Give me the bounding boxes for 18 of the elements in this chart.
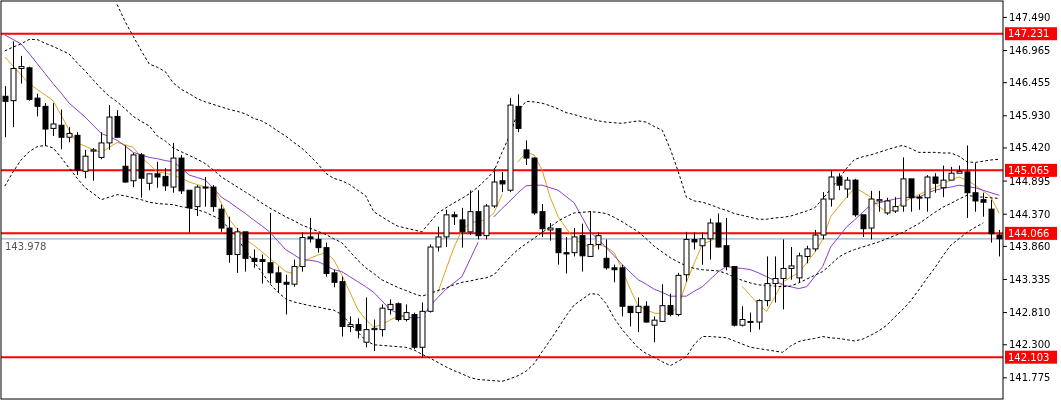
y-tick-label: 143.860 — [1009, 240, 1051, 252]
y-tick-label: 145.930 — [1009, 110, 1051, 122]
y-tick-label: 144.370 — [1009, 208, 1051, 220]
ref-line-label: 142.103 — [1008, 351, 1050, 363]
line-series — [116, 4, 1000, 233]
ref-line-label: 145.065 — [1008, 164, 1050, 176]
y-tick-label: 142.810 — [1009, 307, 1051, 319]
y-tick-label: 145.420 — [1009, 142, 1051, 154]
y-tick-label: 144.895 — [1009, 175, 1051, 187]
y-tick-label: 147.490 — [1009, 11, 1051, 23]
y-tick-label: 141.775 — [1009, 372, 1051, 384]
ref-line-label: 147.231 — [1008, 28, 1050, 40]
ref-line-label: 144.066 — [1008, 227, 1050, 239]
y-tick-label: 142.300 — [1009, 339, 1051, 351]
ref-line-label: 143.978 — [5, 240, 47, 252]
y-tick-label: 143.335 — [1009, 273, 1051, 285]
y-tick-label: 146.965 — [1009, 45, 1051, 57]
y-tick-label: 146.455 — [1009, 77, 1051, 89]
